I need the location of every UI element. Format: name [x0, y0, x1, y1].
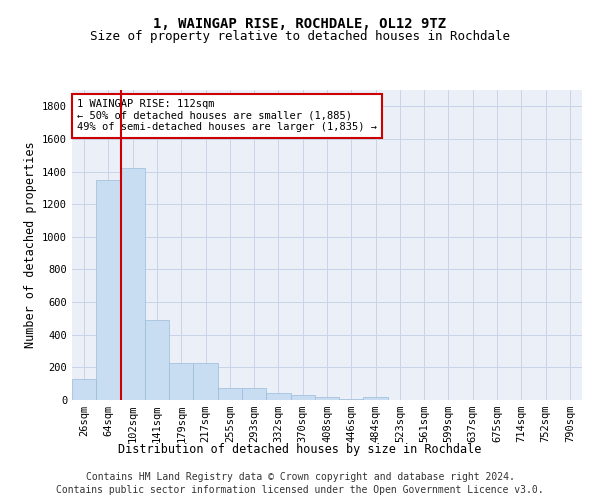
Bar: [290, 395, 315, 400]
Bar: [121, 168, 145, 400]
Bar: [266, 394, 290, 400]
Text: Distribution of detached houses by size in Rochdale: Distribution of detached houses by size …: [118, 442, 482, 456]
Bar: [364, 396, 388, 400]
Bar: [193, 364, 218, 400]
Text: Size of property relative to detached houses in Rochdale: Size of property relative to detached ho…: [90, 30, 510, 43]
Bar: [339, 399, 364, 400]
Text: 1, WAINGAP RISE, ROCHDALE, OL12 9TZ: 1, WAINGAP RISE, ROCHDALE, OL12 9TZ: [154, 18, 446, 32]
Y-axis label: Number of detached properties: Number of detached properties: [23, 142, 37, 348]
Bar: [145, 320, 169, 400]
Text: Contains HM Land Registry data © Crown copyright and database right 2024.: Contains HM Land Registry data © Crown c…: [86, 472, 514, 482]
Bar: [218, 388, 242, 400]
Bar: [72, 379, 96, 400]
Bar: [169, 364, 193, 400]
Text: Contains public sector information licensed under the Open Government Licence v3: Contains public sector information licen…: [56, 485, 544, 495]
Text: 1 WAINGAP RISE: 112sqm
← 50% of detached houses are smaller (1,885)
49% of semi-: 1 WAINGAP RISE: 112sqm ← 50% of detached…: [77, 100, 377, 132]
Bar: [96, 180, 121, 400]
Bar: [242, 388, 266, 400]
Bar: [315, 396, 339, 400]
